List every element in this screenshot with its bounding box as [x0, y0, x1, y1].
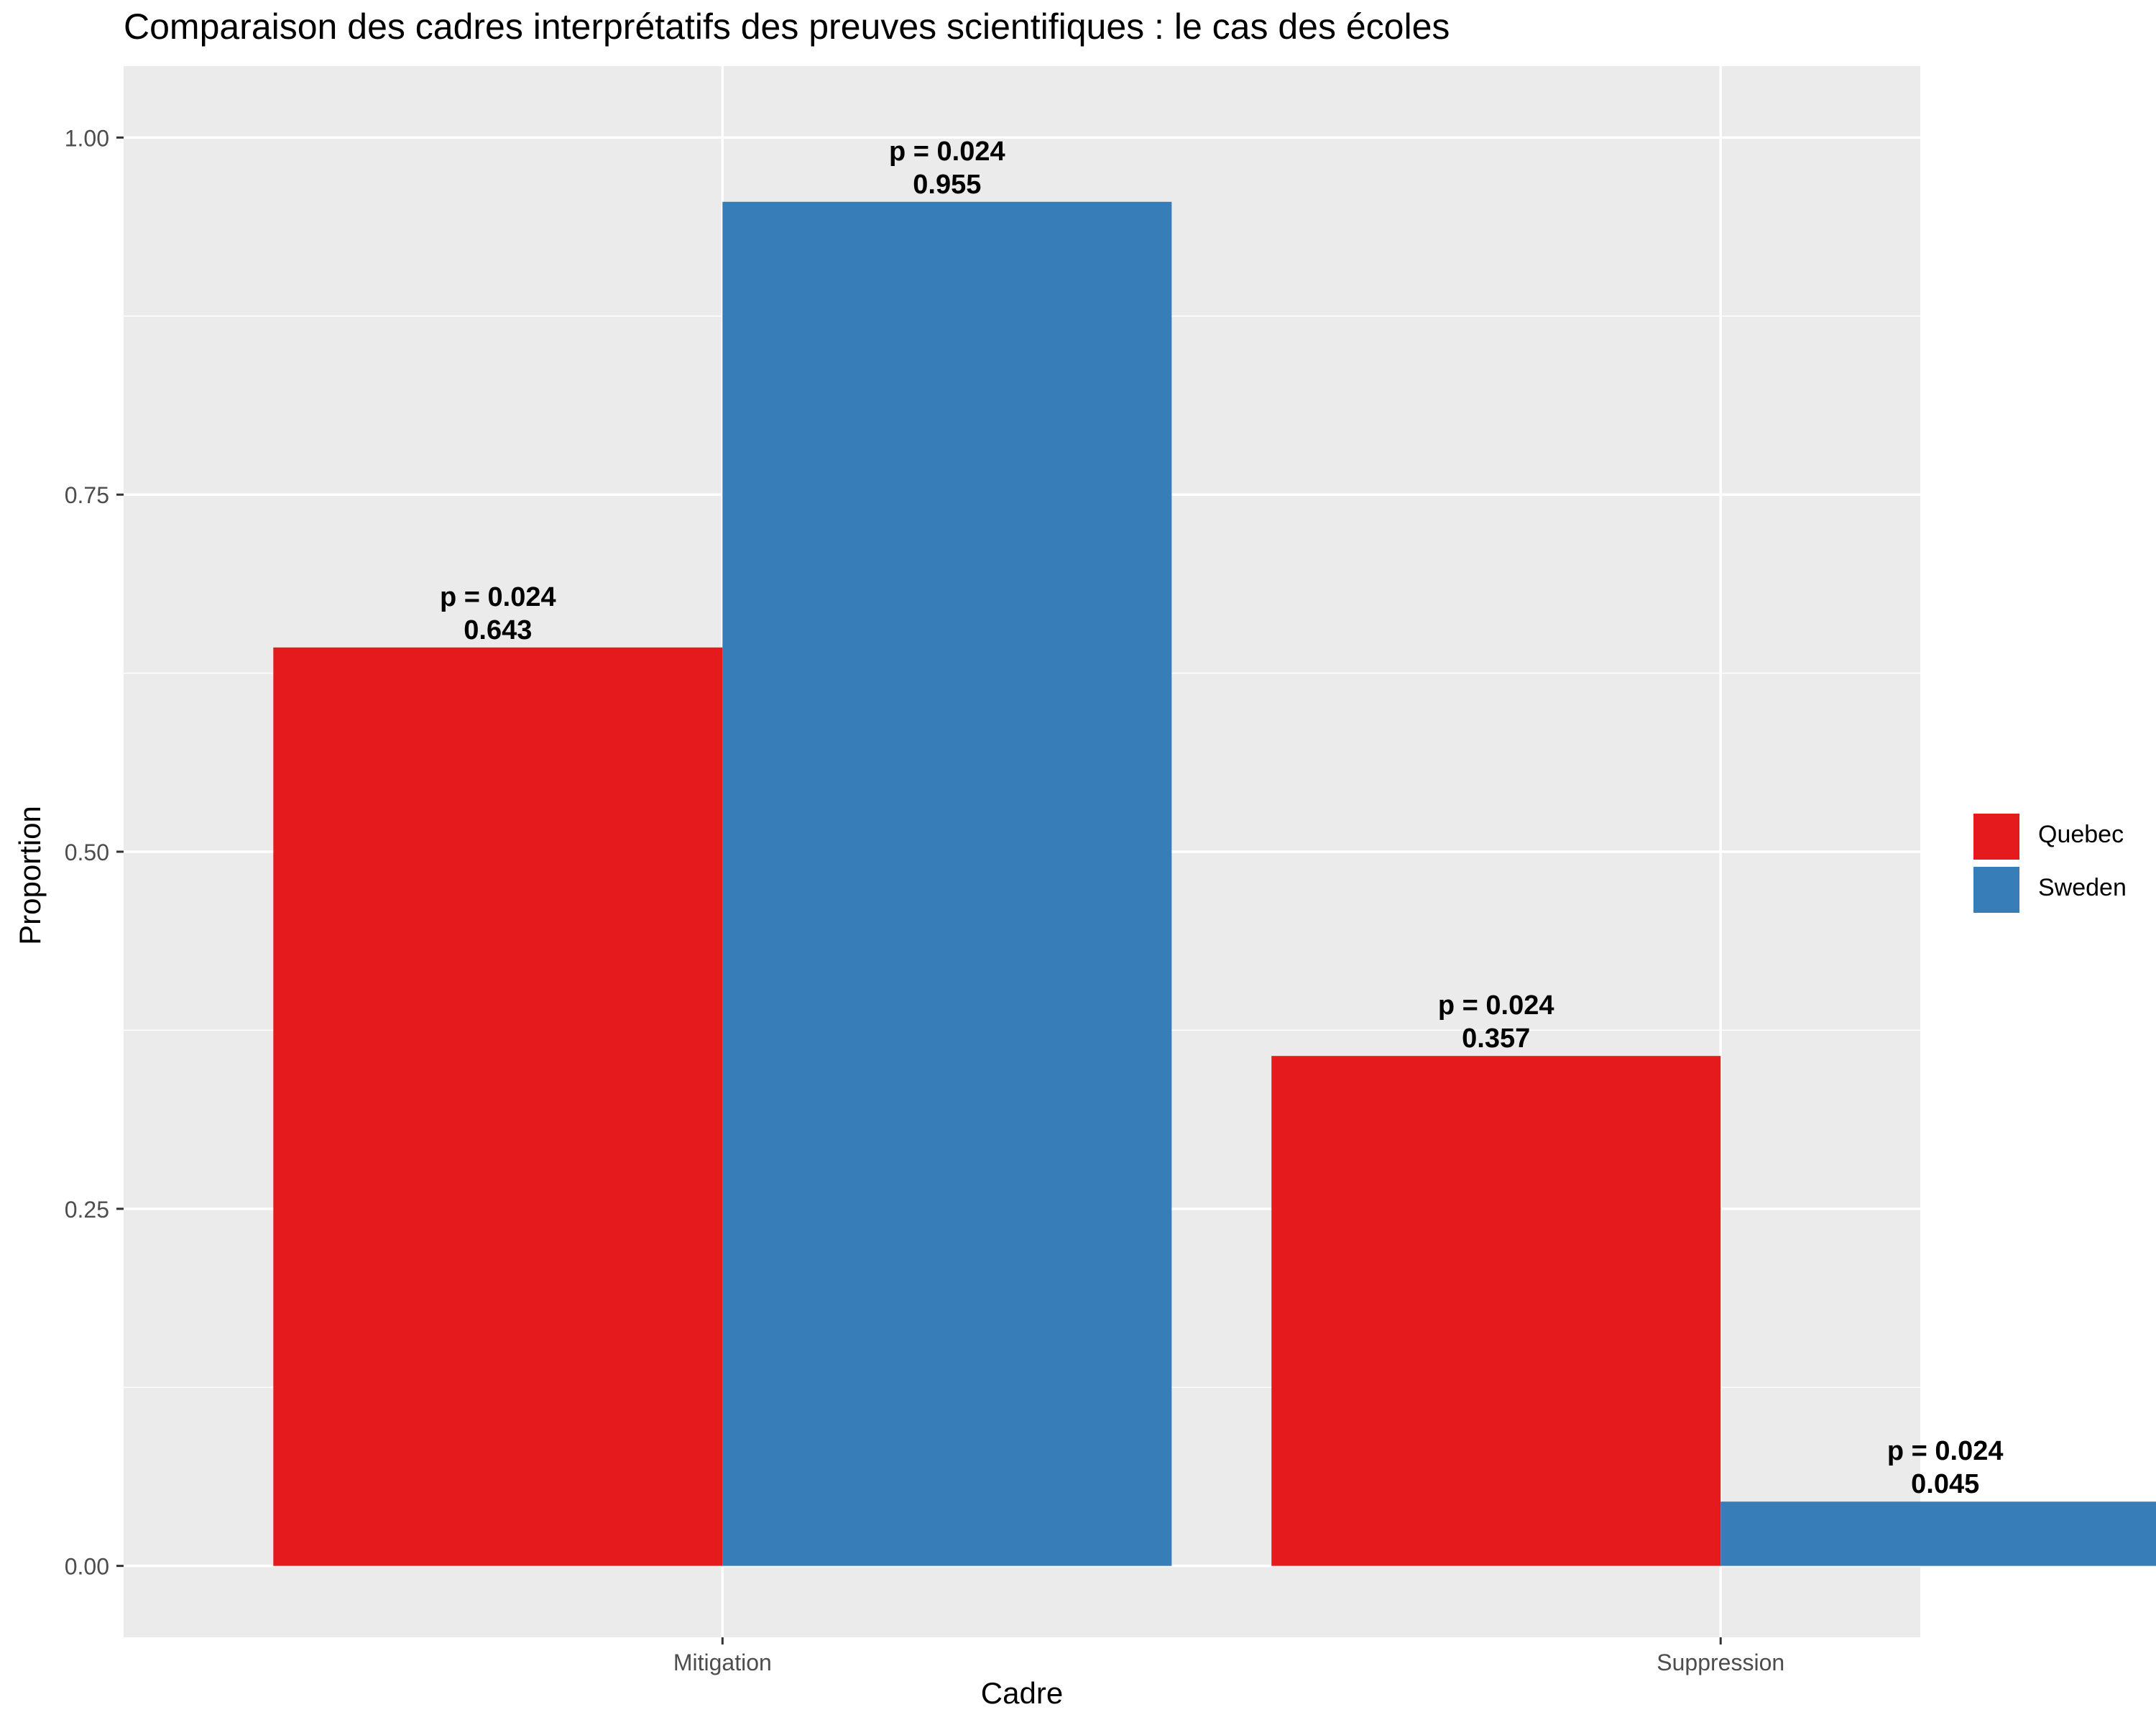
y-tick-label: 0.50	[65, 840, 109, 865]
data-label-quebec-suppression: 0.357	[1462, 1024, 1530, 1054]
y-tick-label: 0.25	[65, 1197, 109, 1223]
legend-item-sweden: Sweden	[1972, 864, 2145, 917]
data-label-quebec-suppression: p = 0.024	[1438, 990, 1554, 1021]
bar-quebec-suppression	[1271, 1056, 1721, 1566]
bar-quebec-mitigation	[273, 647, 723, 1566]
legend: Quebec Sweden	[1972, 811, 2145, 917]
bar-sweden-mitigation	[722, 201, 1172, 1566]
x-axis-title: Cadre	[980, 1676, 1064, 1710]
x-tick-label-suppression: Suppression	[1657, 1650, 1784, 1675]
data-label-sweden-suppression: 0.045	[1911, 1469, 1979, 1499]
chart-title: Comparaison des cadres interprétatifs de…	[124, 6, 1450, 47]
y-axis-title: Proportion	[13, 806, 47, 945]
legend-key-sweden	[1972, 865, 2021, 914]
data-label-sweden-mitigation: 0.955	[913, 170, 981, 200]
y-tick-label: 0.00	[65, 1554, 109, 1580]
y-tick-label: 0.75	[65, 482, 109, 508]
bar-sweden-suppression	[1720, 1501, 2156, 1566]
y-tick-label: 1.00	[65, 125, 109, 151]
legend-label-sweden: Sweden	[2038, 874, 2127, 901]
data-label-quebec-mitigation: p = 0.024	[440, 582, 556, 612]
data-label-sweden-suppression: p = 0.024	[1887, 1436, 2004, 1466]
legend-item-quebec: Quebec	[1972, 811, 2145, 864]
x-tick-label-mitigation: Mitigation	[673, 1650, 772, 1675]
legend-key-quebec	[1972, 812, 2021, 861]
legend-label-quebec: Quebec	[2038, 821, 2124, 848]
data-label-sweden-mitigation: p = 0.024	[889, 137, 1005, 167]
data-label-quebec-mitigation: 0.643	[464, 615, 532, 645]
